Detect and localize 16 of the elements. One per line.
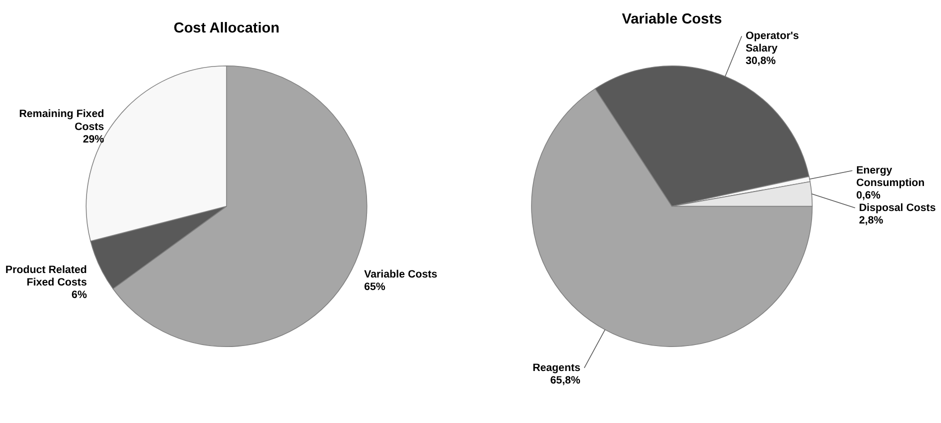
data-label: 29% bbox=[82, 133, 105, 146]
data-label: 30,8% bbox=[746, 55, 776, 68]
slice-label: Remaining Fixed Costs bbox=[19, 108, 104, 133]
data-label: 6% bbox=[72, 289, 88, 302]
data-label: 2,8% bbox=[858, 214, 884, 226]
slice-label: Energy Consumption bbox=[856, 164, 925, 190]
slice-label: Variable Costs bbox=[364, 268, 438, 280]
slice-label: Disposal Costs bbox=[858, 202, 936, 214]
slice-label: Operator's Salary bbox=[746, 30, 799, 55]
data-label: 65% bbox=[364, 280, 386, 293]
data-label: 0,6% bbox=[856, 190, 881, 202]
slice-label: Product Related Fixed Costs bbox=[5, 264, 87, 289]
data-label: 65,8% bbox=[550, 374, 581, 386]
chart-title: Cost Allocation bbox=[174, 20, 280, 36]
chart-title: Variable Costs bbox=[622, 12, 722, 28]
slice-label: Reagents bbox=[532, 362, 580, 374]
